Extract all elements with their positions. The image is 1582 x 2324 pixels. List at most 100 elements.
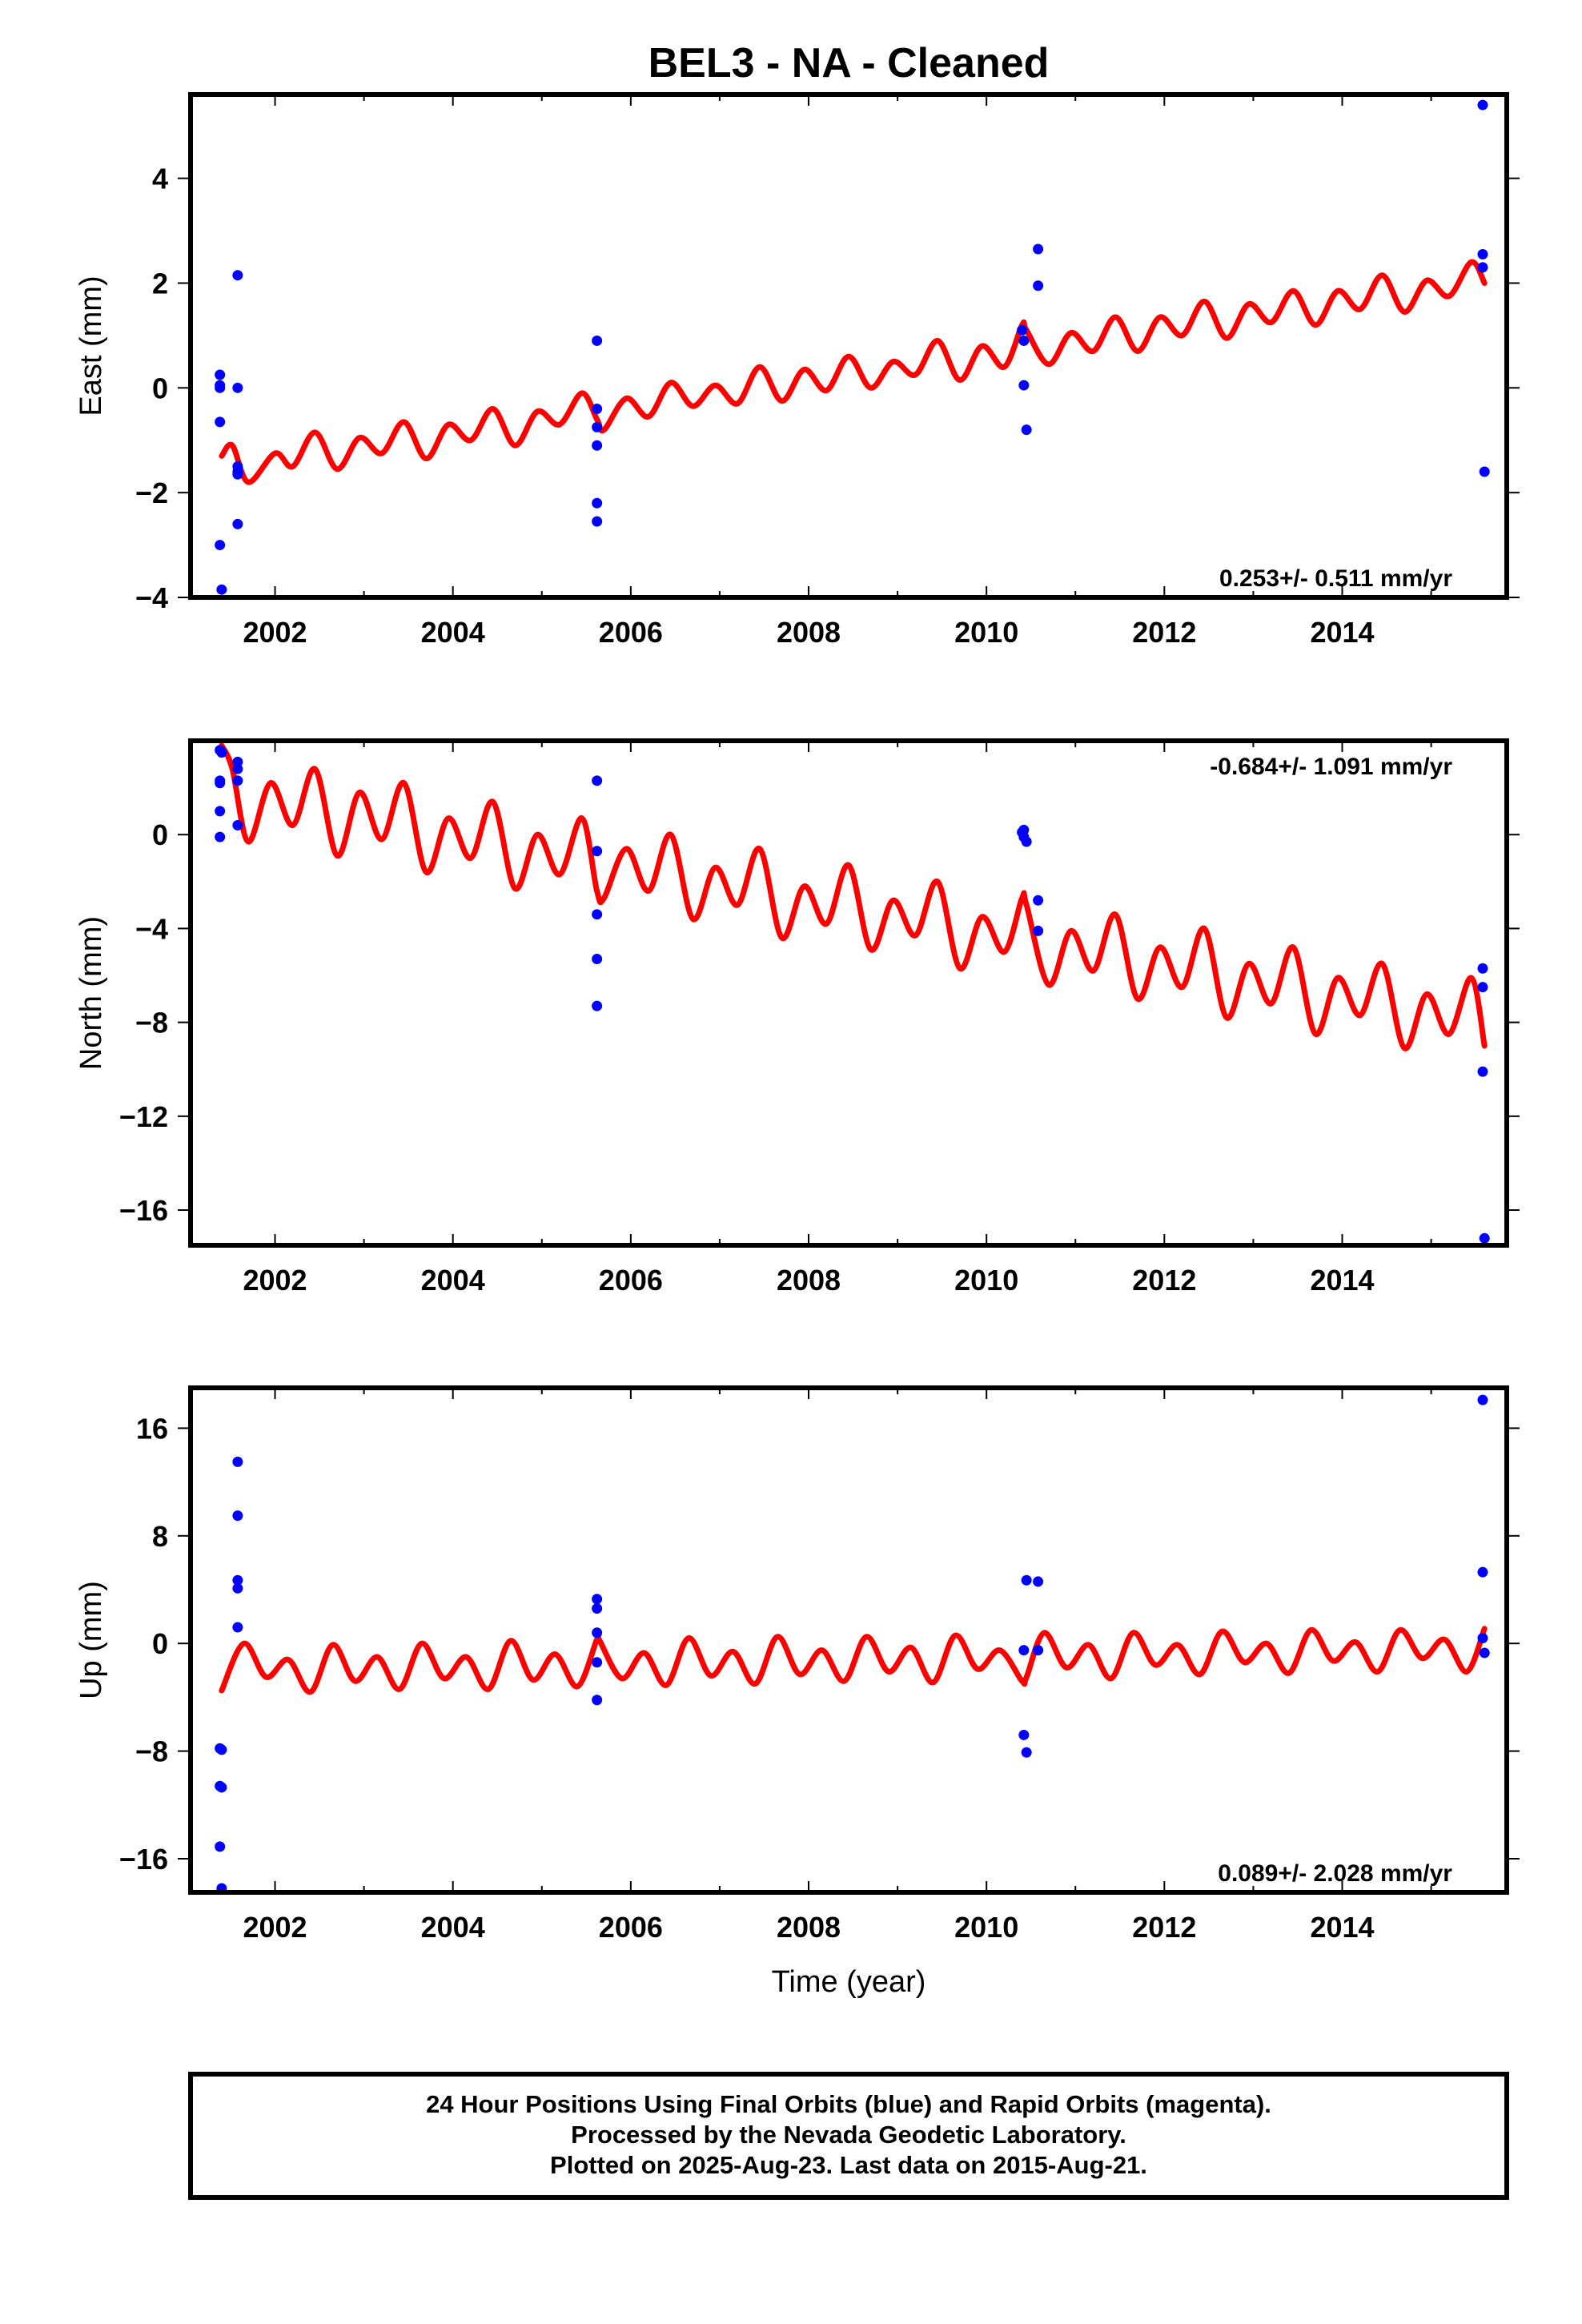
up-data-point xyxy=(1477,1566,1488,1578)
north-data-point xyxy=(215,806,226,817)
east-data-point xyxy=(1017,324,1028,336)
north-model-line xyxy=(219,742,1488,1051)
up-data-point xyxy=(1021,1574,1032,1586)
east-y-axis-label: East (mm) xyxy=(74,275,108,416)
up-data-point xyxy=(1018,1645,1030,1656)
up-y-axis-label: Up (mm) xyxy=(74,1581,108,1699)
east-frame xyxy=(188,92,1509,600)
east-data-point xyxy=(592,440,603,451)
east-x-tick-label: 2006 xyxy=(599,616,663,649)
up-x-tick-label: 2004 xyxy=(421,1911,485,1944)
north-y-axis-label: North (mm) xyxy=(74,916,108,1070)
east-x-tick-label: 2012 xyxy=(1132,616,1196,649)
north-data-point xyxy=(1033,925,1044,936)
north-y-tick-label: −4 xyxy=(135,912,168,945)
up-data-point xyxy=(232,1622,243,1633)
up-y-tick-label: 16 xyxy=(136,1412,168,1445)
east-data-point xyxy=(592,335,603,346)
up-y-tick-label: 0 xyxy=(152,1627,168,1660)
up-data-point xyxy=(1033,1645,1044,1656)
east-model-line xyxy=(219,259,1488,485)
footer-line-2: Processed by the Nevada Geodetic Laborat… xyxy=(571,2121,1126,2149)
north-data-point xyxy=(592,846,603,857)
up-data-point xyxy=(592,1695,603,1706)
north-x-tick-label: 2002 xyxy=(243,1264,307,1297)
east-data-point xyxy=(1033,243,1044,255)
up-data-point xyxy=(215,1841,226,1852)
east-data-point xyxy=(232,270,243,281)
up-data-point xyxy=(592,1594,603,1605)
up-data-point xyxy=(592,1603,603,1614)
east-data-point xyxy=(1018,380,1030,391)
north-data-point xyxy=(1477,1066,1488,1077)
up-panel-marks: 2002 2004 2006 2008 2010 2012 2014 −16 −8 0 8 16 xyxy=(119,1385,1520,1944)
north-data-point xyxy=(215,831,226,842)
north-data-point xyxy=(1018,824,1030,835)
up-frame xyxy=(188,1385,1509,1895)
east-x-tick-label: 2010 xyxy=(954,616,1018,649)
north-data-point xyxy=(592,909,603,920)
north-x-tick-label: 2010 xyxy=(954,1264,1018,1297)
up-data-point xyxy=(1033,1576,1044,1587)
up-data-point xyxy=(1479,1647,1490,1659)
north-data-point xyxy=(592,775,603,786)
north-rate-label: -0.684+/- 1.091 mm/yr xyxy=(1210,754,1452,780)
up-x-tick-label: 2010 xyxy=(954,1911,1018,1944)
north-data-point xyxy=(1021,836,1032,847)
east-x-tick-label: 2004 xyxy=(421,616,485,649)
north-x-tick-label: 2008 xyxy=(777,1264,841,1297)
north-x-tick-label: 2012 xyxy=(1132,1264,1196,1297)
north-data-point xyxy=(232,819,243,830)
up-model-line xyxy=(219,1626,1488,1695)
east-data-point xyxy=(215,540,226,551)
north-data-point xyxy=(1479,1232,1490,1244)
footer-box: 24 Hour Positions Using Final Orbits (bl… xyxy=(188,2072,1509,2200)
east-data-point xyxy=(232,468,243,480)
east-panel: 2002 2004 2006 2008 2010 2012 2014 −4 −2 0 2 4 East… xyxy=(74,92,1520,649)
up-x-tick-label: 2006 xyxy=(599,1911,663,1944)
east-data-point xyxy=(216,584,227,595)
up-data-point xyxy=(1477,1394,1488,1405)
east-rate-label: 0.253+/- 0.511 mm/yr xyxy=(1219,565,1452,592)
east-data-point xyxy=(1479,466,1490,477)
up-data-point xyxy=(1021,1747,1032,1758)
up-rate-label: 0.089+/- 2.028 mm/yr xyxy=(1218,1860,1452,1887)
up-data-point xyxy=(232,1574,243,1586)
east-y-tick-label: 2 xyxy=(152,267,168,300)
east-y-tick-label: −4 xyxy=(135,581,168,614)
east-data-point xyxy=(215,382,226,393)
north-data-point xyxy=(215,778,226,789)
east-data-point xyxy=(232,518,243,529)
up-data-point xyxy=(232,1456,243,1467)
footer-frame xyxy=(188,2072,1509,2200)
up-y-tick-label: −8 xyxy=(135,1735,168,1768)
north-data-point xyxy=(1477,982,1488,993)
north-frame xyxy=(188,738,1509,1248)
east-data-point xyxy=(592,421,603,432)
north-x-tick-label: 2014 xyxy=(1310,1264,1374,1297)
east-data-point xyxy=(1021,424,1032,436)
north-y-tick-label: −12 xyxy=(119,1100,168,1133)
up-x-tick-label: 2014 xyxy=(1310,1911,1374,1944)
up-data-point xyxy=(592,1657,603,1668)
east-data-point xyxy=(592,497,603,509)
north-data-point xyxy=(232,763,243,774)
north-y-tick-label: 0 xyxy=(152,818,168,851)
east-data-point xyxy=(1477,262,1488,273)
north-x-tick-label: 2006 xyxy=(599,1264,663,1297)
chart-title: BEL3 - NA - Cleaned xyxy=(648,40,1050,86)
north-data-point xyxy=(592,954,603,965)
north-y-tick-label: −16 xyxy=(119,1194,168,1227)
north-data-point xyxy=(1477,963,1488,974)
up-y-tick-label: 8 xyxy=(152,1520,168,1553)
up-data-point xyxy=(1018,1729,1030,1740)
north-data-point xyxy=(1033,895,1044,906)
east-data-point xyxy=(1477,99,1488,111)
east-data-point xyxy=(215,369,226,380)
east-data-point xyxy=(1477,249,1488,260)
east-y-tick-label: 0 xyxy=(152,372,168,404)
east-x-tick-label: 2014 xyxy=(1310,616,1374,649)
up-data-point xyxy=(216,1782,227,1793)
north-data-point xyxy=(592,1000,603,1011)
